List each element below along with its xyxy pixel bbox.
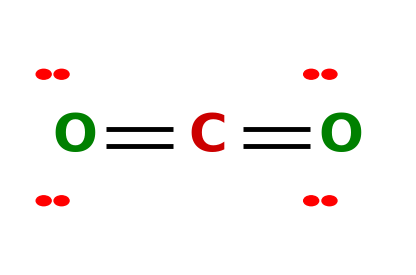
Text: O: O: [319, 111, 364, 164]
Circle shape: [322, 196, 337, 206]
Circle shape: [304, 69, 319, 79]
Circle shape: [322, 69, 337, 79]
Circle shape: [304, 196, 319, 206]
Text: O: O: [52, 111, 97, 164]
Text: C: C: [188, 111, 228, 164]
Circle shape: [54, 69, 69, 79]
Circle shape: [36, 196, 51, 206]
Circle shape: [36, 69, 51, 79]
Circle shape: [54, 196, 69, 206]
